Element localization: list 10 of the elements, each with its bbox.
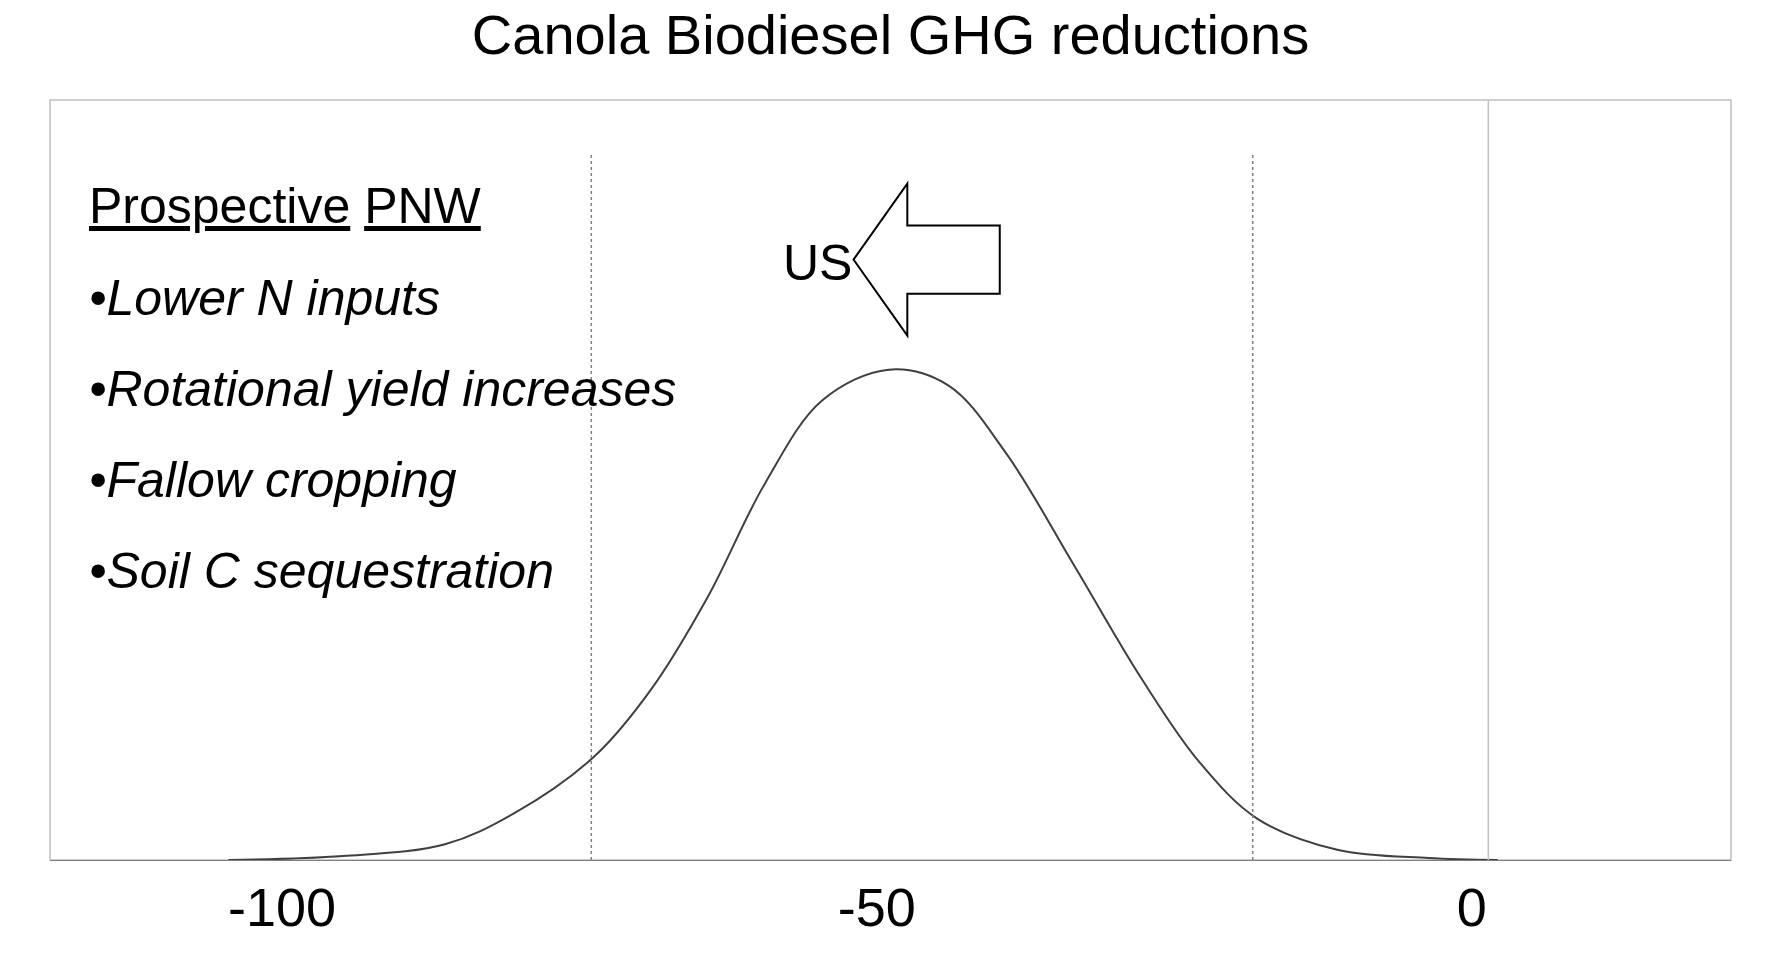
annotation: •Soil C sequestration [89, 543, 554, 599]
chart-title: Canola Biodiesel GHG reductions [471, 2, 1310, 66]
annotation: •Fallow cropping [89, 452, 457, 508]
x-tick-label: -50 [837, 876, 916, 937]
text: •Lower N inputs [89, 270, 441, 326]
x-tick-label: -100 [227, 876, 337, 937]
x-tick-label: 0 [1456, 876, 1487, 937]
text: Prospective PNW [89, 178, 482, 234]
text: US [783, 235, 853, 291]
annotation: •Rotational yield increases [89, 361, 677, 417]
